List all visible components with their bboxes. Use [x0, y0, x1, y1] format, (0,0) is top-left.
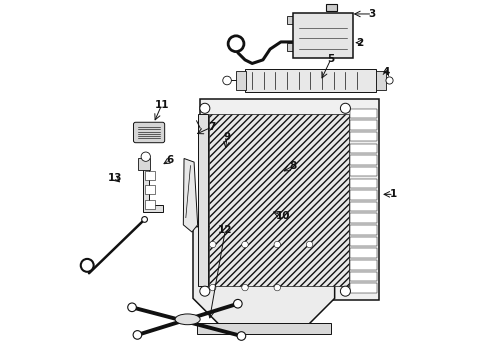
Text: 12: 12 — [218, 225, 233, 235]
Bar — [376, 71, 386, 90]
Circle shape — [210, 241, 216, 248]
Text: 6: 6 — [166, 155, 173, 165]
Text: 8: 8 — [290, 161, 297, 171]
Text: 4: 4 — [383, 67, 391, 77]
Bar — [350, 132, 377, 141]
Text: 7: 7 — [208, 122, 216, 132]
Bar — [287, 16, 296, 24]
Circle shape — [141, 152, 150, 161]
Bar — [350, 167, 377, 176]
Bar — [350, 213, 377, 223]
Bar — [145, 185, 155, 194]
Circle shape — [142, 217, 147, 222]
Bar — [200, 99, 379, 300]
Bar — [245, 69, 376, 92]
Circle shape — [210, 284, 216, 291]
Bar — [145, 200, 155, 209]
Bar — [350, 179, 377, 188]
Bar — [350, 155, 377, 165]
Bar — [350, 202, 377, 211]
Text: 9: 9 — [223, 132, 231, 142]
Text: 13: 13 — [108, 173, 122, 183]
Circle shape — [234, 300, 242, 308]
FancyBboxPatch shape — [139, 158, 150, 170]
Bar — [209, 114, 349, 286]
FancyBboxPatch shape — [294, 13, 353, 58]
Bar — [350, 283, 377, 293]
Bar — [350, 120, 377, 130]
Bar — [350, 109, 377, 118]
Circle shape — [242, 284, 248, 291]
Bar — [350, 225, 377, 235]
Circle shape — [341, 103, 350, 113]
Bar — [196, 323, 331, 334]
Text: 5: 5 — [327, 54, 335, 64]
FancyBboxPatch shape — [133, 122, 165, 143]
Polygon shape — [183, 158, 197, 232]
Circle shape — [341, 286, 350, 296]
Circle shape — [242, 241, 248, 248]
Circle shape — [223, 76, 231, 85]
Bar — [287, 43, 296, 51]
Circle shape — [133, 330, 142, 339]
Bar — [350, 237, 377, 246]
Text: 3: 3 — [368, 9, 376, 19]
Bar — [350, 260, 377, 270]
Text: 10: 10 — [275, 211, 290, 221]
Bar — [326, 4, 337, 12]
Circle shape — [237, 332, 245, 340]
Text: 1: 1 — [390, 189, 397, 199]
Ellipse shape — [175, 314, 200, 325]
Bar — [350, 144, 377, 153]
Bar — [350, 190, 377, 200]
Circle shape — [128, 303, 136, 312]
Circle shape — [274, 284, 280, 291]
Bar — [350, 248, 377, 258]
Circle shape — [306, 241, 313, 248]
Circle shape — [200, 103, 210, 113]
Polygon shape — [193, 226, 335, 327]
Circle shape — [274, 241, 280, 248]
Circle shape — [386, 77, 393, 84]
Bar — [145, 171, 155, 180]
Text: 11: 11 — [154, 100, 169, 110]
Text: 2: 2 — [356, 38, 364, 48]
Circle shape — [200, 286, 210, 296]
Bar — [350, 272, 377, 281]
Polygon shape — [143, 166, 163, 212]
Bar — [198, 114, 208, 286]
Bar — [236, 71, 246, 90]
